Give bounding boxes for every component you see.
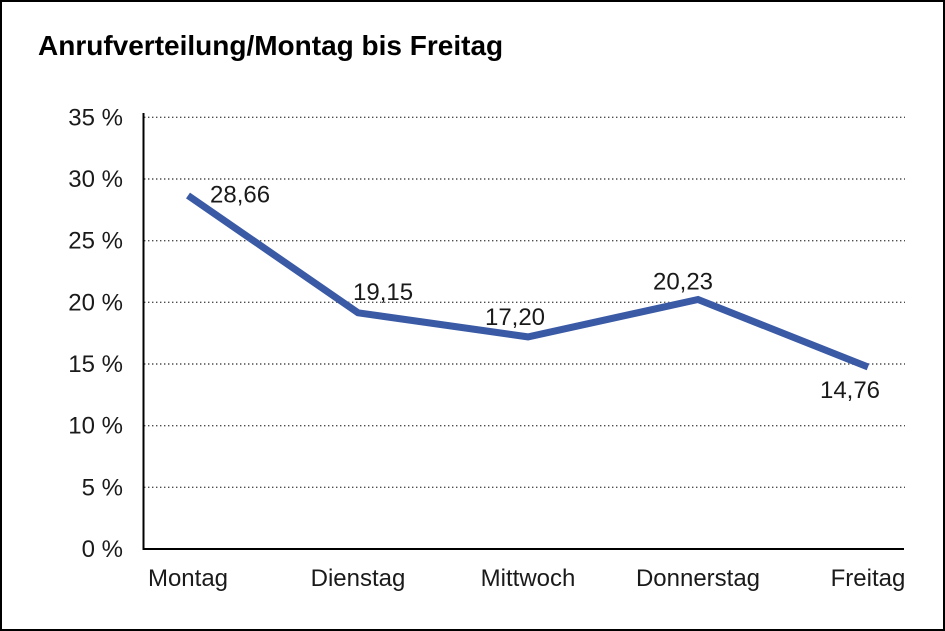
y-tick-label: 35 % — [68, 104, 123, 131]
y-tick-label: 25 % — [68, 228, 123, 255]
label-layer: 0 % 5 % 10 % 15 % 20 % 25 % 30 % 35 % Montag Dien… — [68, 104, 905, 592]
x-category-label: Freitag — [831, 565, 906, 592]
y-tick-label: 20 % — [68, 289, 123, 316]
y-tick-label: 30 % — [68, 166, 123, 193]
data-point-label: 19,15 — [353, 279, 413, 306]
x-category-label: Donnerstag — [636, 565, 760, 592]
data-point-label: 20,23 — [653, 269, 713, 296]
y-tick-label: 15 % — [68, 351, 123, 378]
data-series-line — [186, 192, 870, 371]
x-category-label: Mittwoch — [481, 565, 576, 592]
chart-title: Anrufverteilung/Montag bis Freitag — [38, 30, 504, 61]
x-category-label: Montag — [148, 565, 228, 592]
x-category-label: Dienstag — [311, 565, 406, 592]
data-point-label: 14,76 — [820, 377, 880, 404]
data-point-label: 17,20 — [485, 304, 545, 331]
y-tick-label: 0 % — [82, 536, 123, 563]
data-point-label: 28,66 — [210, 182, 270, 209]
grid-layer — [144, 116, 905, 488]
axis-layer — [142, 113, 904, 550]
y-tick-label: 10 % — [68, 413, 123, 440]
series-layer — [186, 192, 870, 371]
y-tick-label: 5 % — [82, 474, 123, 501]
